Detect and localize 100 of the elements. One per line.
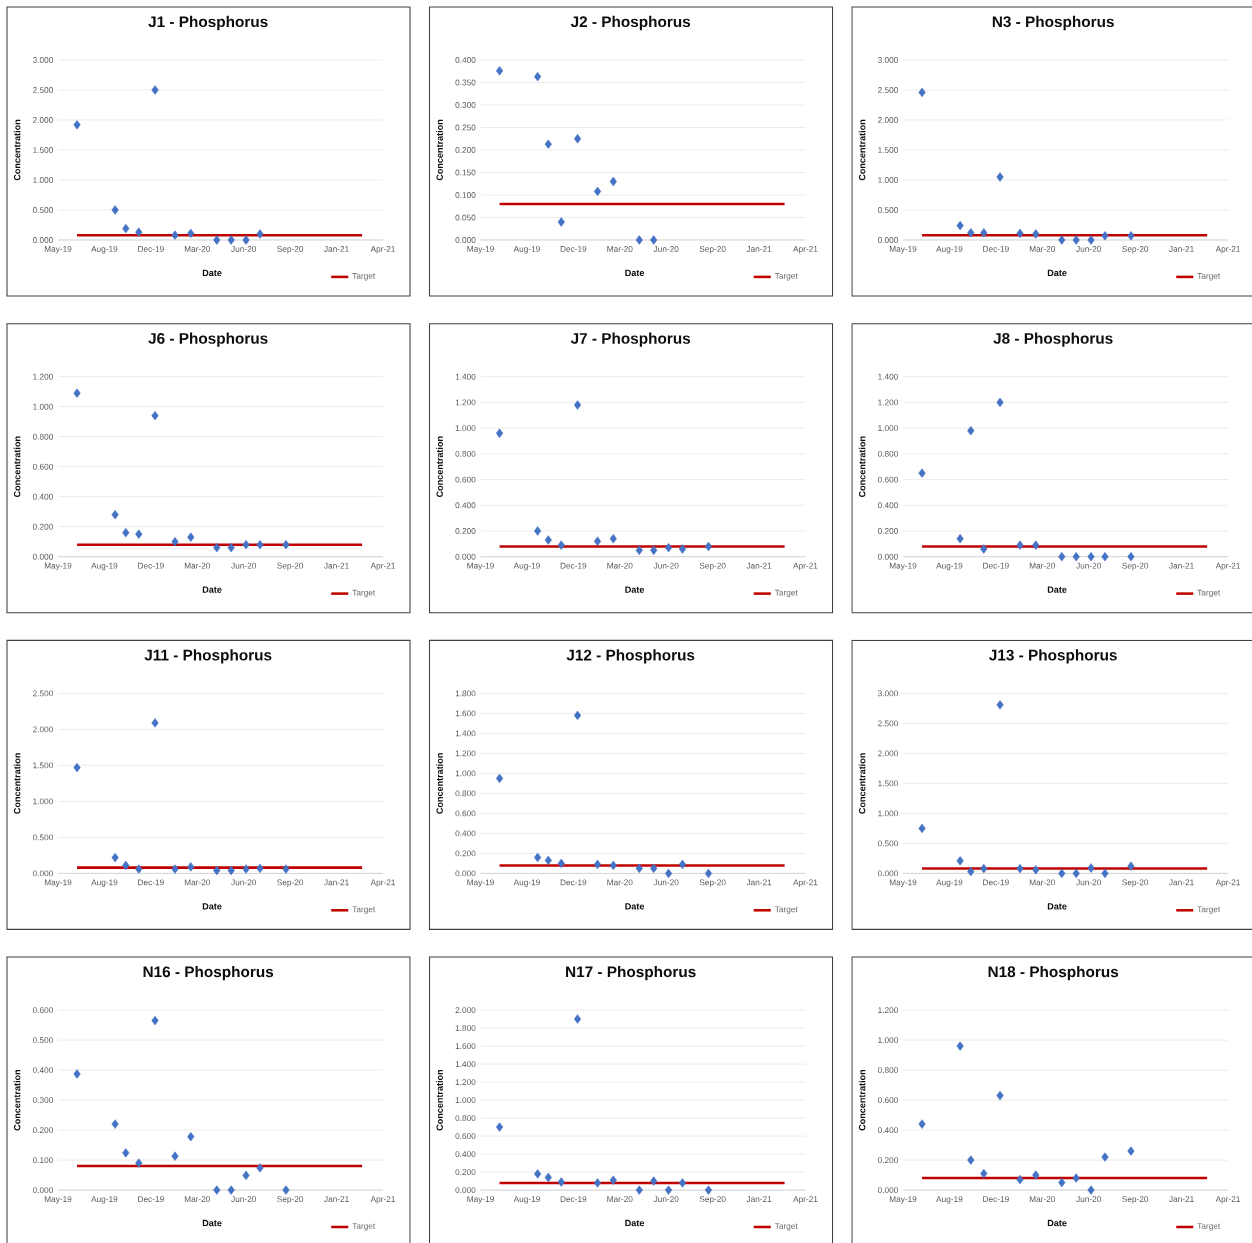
x-axis-title: Date <box>1047 1219 1067 1227</box>
point <box>1058 868 1066 879</box>
point <box>1087 863 1095 873</box>
point <box>1058 1177 1066 1188</box>
y-axis-title: Concentration <box>13 119 21 181</box>
y-tick-label: 3.000 <box>877 690 898 697</box>
y-tick-label: 0.600 <box>455 476 476 483</box>
point <box>227 1185 235 1195</box>
y-tick-label: 0.600 <box>32 1007 53 1014</box>
point <box>171 1151 179 1161</box>
point <box>227 543 235 553</box>
x-tick-label: Sep-20 <box>277 879 304 887</box>
point <box>495 1122 504 1132</box>
x-tick-label: Aug-19 <box>91 1196 118 1204</box>
x-tick-label: Sep-20 <box>1122 879 1149 887</box>
x-tick-label: Aug-19 <box>513 562 540 571</box>
y-tick-label: 0.050 <box>455 214 476 221</box>
x-tick-label: Aug-19 <box>936 879 963 887</box>
x-tick-label: Sep-20 <box>1122 562 1149 571</box>
y-tick-label: 0.000 <box>32 237 53 243</box>
y-tick-label: 1.600 <box>455 1043 476 1050</box>
x-tick-label: Jun-20 <box>231 246 257 252</box>
x-tick-label: May-19 <box>467 562 494 571</box>
point <box>635 545 643 555</box>
point <box>1072 868 1080 879</box>
x-tick-label: May-19 <box>889 562 917 571</box>
point <box>1072 552 1080 562</box>
point <box>956 856 964 866</box>
x-tick-label: Apr-21 <box>793 1196 818 1204</box>
y-tick-label: 0.800 <box>877 1067 898 1074</box>
point <box>122 223 130 234</box>
y-tick-label: 1.000 <box>33 798 53 805</box>
y-tick-label: 0.500 <box>32 207 53 213</box>
y-tick-label: 2.500 <box>33 87 53 93</box>
x-tick-label: Jan-21 <box>324 562 349 569</box>
x-axis-title: Date <box>625 586 645 593</box>
x-tick-label: Jun-20 <box>653 1196 679 1202</box>
x-tick-label: Mar-20 <box>184 879 211 886</box>
y-tick-label: 1.200 <box>878 1007 898 1014</box>
point <box>1032 1170 1040 1180</box>
point <box>1087 552 1095 562</box>
x-tick-label: Aug-19 <box>513 879 540 887</box>
y-axis-title: Concentration <box>858 753 866 814</box>
x-tick-label: Mar-20 <box>184 246 211 252</box>
point <box>1101 552 1109 562</box>
y-tick-label: 2.500 <box>33 690 53 697</box>
point <box>495 66 504 76</box>
x-tick-label: May-19 <box>889 879 917 887</box>
x-tick-label: Jun-20 <box>653 879 679 886</box>
point <box>573 134 582 144</box>
x-tick-label: Dec-19 <box>560 1196 587 1202</box>
point <box>187 1132 195 1142</box>
chart-title: J8 - Phosphorus <box>993 332 1113 347</box>
point <box>704 1185 713 1195</box>
point <box>534 526 542 536</box>
point <box>122 860 130 871</box>
y-tick-label: 0.800 <box>877 450 898 457</box>
y-tick-label: 0.100 <box>455 192 476 198</box>
point <box>242 235 250 245</box>
x-tick-label: Dec-19 <box>983 879 1009 886</box>
point <box>635 863 643 874</box>
y-tick-label: 1.200 <box>878 399 898 406</box>
point <box>980 228 988 238</box>
point <box>664 868 673 879</box>
y-tick-label: 0.500 <box>877 840 898 847</box>
x-tick-label: Apr-21 <box>370 879 395 887</box>
y-tick-label: 1.000 <box>878 425 898 432</box>
y-tick-label: 1.000 <box>33 403 53 410</box>
point <box>495 428 504 438</box>
point <box>557 858 565 869</box>
y-axis-title: Concentration <box>436 119 443 181</box>
y-axis-title: Concentration <box>436 436 443 498</box>
y-axis-title: Concentration <box>13 753 21 814</box>
point <box>573 1014 582 1024</box>
x-axis-title: Date <box>1047 903 1067 910</box>
y-tick-label: 0.400 <box>455 502 476 509</box>
y-tick-label: 0.000 <box>455 1187 476 1194</box>
y-axis-title: Concentration <box>13 436 21 498</box>
point <box>213 1185 221 1195</box>
y-tick-label: 0.400 <box>455 830 476 837</box>
point <box>557 540 565 550</box>
x-tick-label: Jun-20 <box>1076 1196 1102 1202</box>
point <box>73 1069 81 1079</box>
y-tick-label: 0.000 <box>455 870 476 877</box>
chart-title: N17 - Phosphorus <box>566 965 696 981</box>
x-tick-label: Apr-21 <box>1215 879 1240 887</box>
point <box>171 537 179 547</box>
x-tick-label: Jan-21 <box>746 246 772 252</box>
y-tick-label: 1.500 <box>33 147 53 153</box>
y-tick-label: 0.000 <box>455 237 476 243</box>
x-tick-label: Aug-19 <box>936 562 963 571</box>
x-axis-title: Date <box>1047 269 1067 277</box>
y-tick-label: 1.400 <box>455 373 476 380</box>
point <box>678 859 687 870</box>
legend-label: Target <box>352 1223 376 1231</box>
y-tick-label: 1.200 <box>33 373 53 380</box>
x-tick-label: Mar-20 <box>184 1196 211 1202</box>
y-tick-label: 0.000 <box>455 553 476 560</box>
y-tick-label: 2.000 <box>455 1007 476 1014</box>
point <box>544 139 552 149</box>
